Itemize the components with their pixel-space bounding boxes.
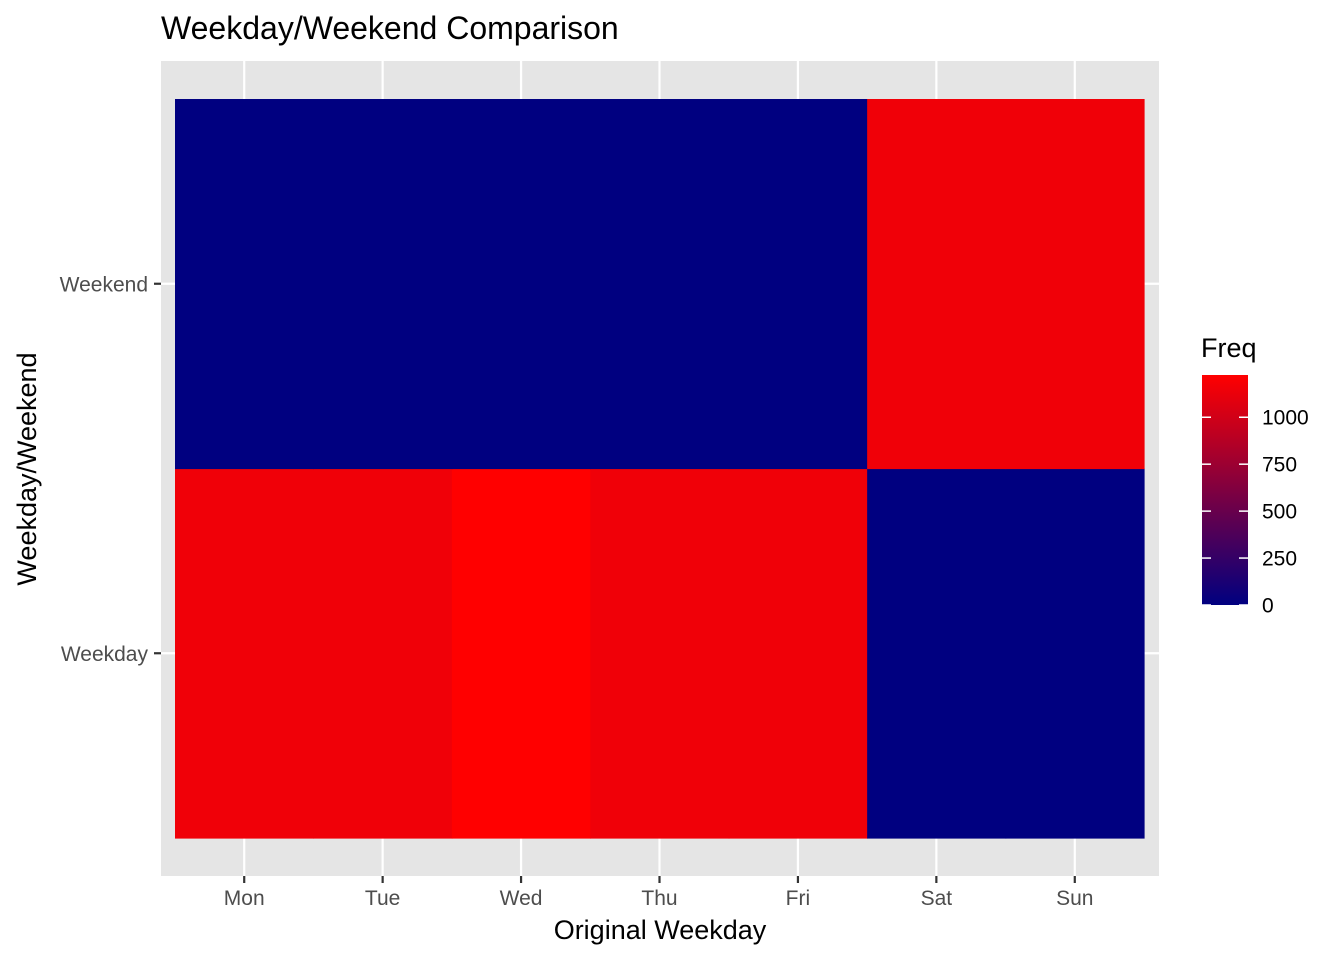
x-tick-label-thu: Thu [641,887,677,910]
heatmap-tile-fri-weekend [728,99,868,470]
y-axis-title: Weekday/Weekend [12,352,42,585]
heatmap-tile-mon-weekday [175,468,315,839]
legend-tick-label: 500 [1262,501,1297,524]
legend-tick-label: 250 [1262,548,1297,571]
heatmap-tile-sun-weekend [1005,99,1145,470]
y-tick-label-weekend: Weekend [60,273,148,296]
heatmap-tiles [175,99,1145,839]
x-axis: Mon Tue Wed Thu Fri Sat Sun [224,876,1093,910]
heatmap-tile-sat-weekend [867,99,1007,470]
heatmap-tile-tue-weekend [313,99,453,470]
x-tick-label-tue: Tue [365,887,400,910]
heatmap-tile-mon-weekend [175,99,315,470]
y-tick-label-weekday: Weekday [61,643,149,666]
legend-tick-label: 1000 [1262,407,1309,430]
legend-colorbar [1202,375,1248,605]
heatmap-tile-sun-weekday [1005,468,1145,839]
legend-tick-label: 750 [1262,454,1297,477]
x-tick-label-mon: Mon [224,887,265,910]
y-axis: Weekday Weekend [60,273,161,666]
x-tick-label-fri: Fri [786,887,811,910]
x-tick-label-wed: Wed [500,887,543,910]
heatmap-tile-thu-weekend [590,99,730,470]
heatmap-tile-wed-weekday [451,468,591,839]
legend-title: Freq [1201,333,1257,363]
x-axis-title: Original Weekday [554,915,767,945]
x-tick-label-sat: Sat [921,887,953,910]
heatmap-tile-tue-weekday [313,468,453,839]
legend: Freq 0 250 500 750 1000 [1201,333,1309,618]
plot-panel [161,61,1159,876]
heatmap-tile-wed-weekend [451,99,591,470]
legend-ticks: 0 250 500 750 1000 [1202,407,1309,618]
x-tick-label-sun: Sun [1056,887,1093,910]
heatmap-tile-thu-weekday [590,468,730,839]
heatmap-tile-sat-weekday [867,468,1007,839]
heatmap-tile-fri-weekday [728,468,868,839]
chart-title: Weekday/Weekend Comparison [161,10,619,46]
legend-tick-label: 0 [1262,595,1274,618]
